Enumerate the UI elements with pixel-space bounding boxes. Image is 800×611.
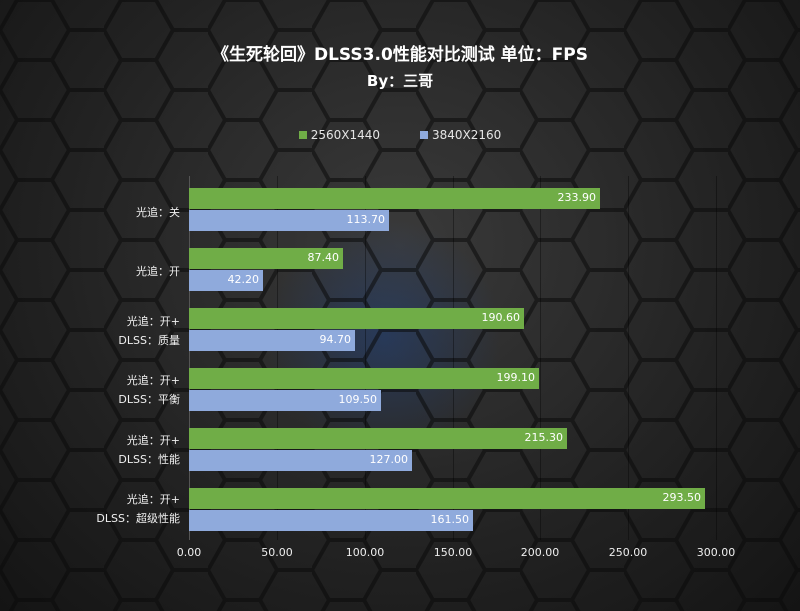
x-tick: 100.00 bbox=[345, 546, 385, 559]
bar-value: 113.70 bbox=[346, 213, 386, 226]
gridline bbox=[716, 176, 717, 540]
bar-value: 215.30 bbox=[524, 431, 564, 444]
bar-value: 199.10 bbox=[496, 371, 536, 384]
legend-label: 3840X2160 bbox=[432, 128, 502, 142]
x-tick: 300.00 bbox=[696, 546, 736, 559]
gridline bbox=[277, 176, 278, 540]
bar-value: 233.90 bbox=[557, 191, 597, 204]
bar-value: 42.20 bbox=[227, 273, 260, 286]
x-tick: 250.00 bbox=[608, 546, 648, 559]
gridline bbox=[628, 176, 629, 540]
legend-label: 2560X1440 bbox=[310, 128, 380, 142]
chart-subtitle: By：三哥 bbox=[366, 72, 434, 90]
legend: 2560X1440 3840X2160 bbox=[0, 128, 800, 142]
category-label: 光追：开+ DLSS：质量 bbox=[118, 315, 180, 347]
bar-2160[interactable]: 161.50 bbox=[189, 510, 473, 531]
bar-1440[interactable]: 199.10 bbox=[189, 368, 539, 389]
bar-value: 293.50 bbox=[662, 491, 702, 504]
x-tick: 150.00 bbox=[433, 546, 473, 559]
legend-item-2160[interactable]: 3840X2160 bbox=[420, 128, 501, 142]
bar-1440[interactable]: 233.90 bbox=[189, 188, 600, 209]
bar-value: 190.60 bbox=[481, 311, 521, 324]
bar-1440[interactable]: 293.50 bbox=[189, 488, 705, 509]
bar-value: 127.00 bbox=[369, 453, 409, 466]
bar-2160[interactable]: 113.70 bbox=[189, 210, 389, 231]
category-label: 光追：开+ DLSS：性能 bbox=[118, 434, 180, 466]
category-label: 光追：开+ DLSS：平衡 bbox=[118, 374, 180, 406]
gridline bbox=[453, 176, 454, 540]
category-label: 光追：关 bbox=[136, 206, 180, 219]
x-tick: 50.00 bbox=[261, 546, 293, 559]
bar-value: 161.50 bbox=[430, 513, 470, 526]
bar-2160[interactable]: 94.70 bbox=[189, 330, 355, 351]
x-tick: 0.00 bbox=[176, 546, 202, 559]
bar-value: 87.40 bbox=[307, 251, 340, 264]
y-axis-line bbox=[189, 176, 190, 540]
gridline bbox=[365, 176, 366, 540]
category-label: 光追：开+ DLSS：超级性能 bbox=[96, 493, 180, 525]
bar-1440[interactable]: 190.60 bbox=[189, 308, 524, 329]
bar-value: 109.50 bbox=[338, 393, 378, 406]
gridline bbox=[540, 176, 541, 540]
x-tick: 200.00 bbox=[520, 546, 560, 559]
legend-item-1440[interactable]: 2560X1440 bbox=[298, 128, 380, 142]
legend-swatch-blue bbox=[420, 131, 428, 139]
legend-swatch-green bbox=[298, 131, 307, 139]
bar-2160[interactable]: 42.20 bbox=[189, 270, 263, 291]
bar-2160[interactable]: 127.00 bbox=[189, 450, 412, 471]
bar-value: 94.70 bbox=[319, 333, 352, 346]
bar-2160[interactable]: 109.50 bbox=[189, 390, 381, 411]
bar-1440[interactable]: 215.30 bbox=[189, 428, 567, 449]
chart-title: 《生死轮回》DLSS3.0性能对比测试 单位：FPS bbox=[211, 45, 589, 65]
bar-1440[interactable]: 87.40 bbox=[189, 248, 343, 269]
category-label: 光追：开 bbox=[136, 265, 180, 278]
